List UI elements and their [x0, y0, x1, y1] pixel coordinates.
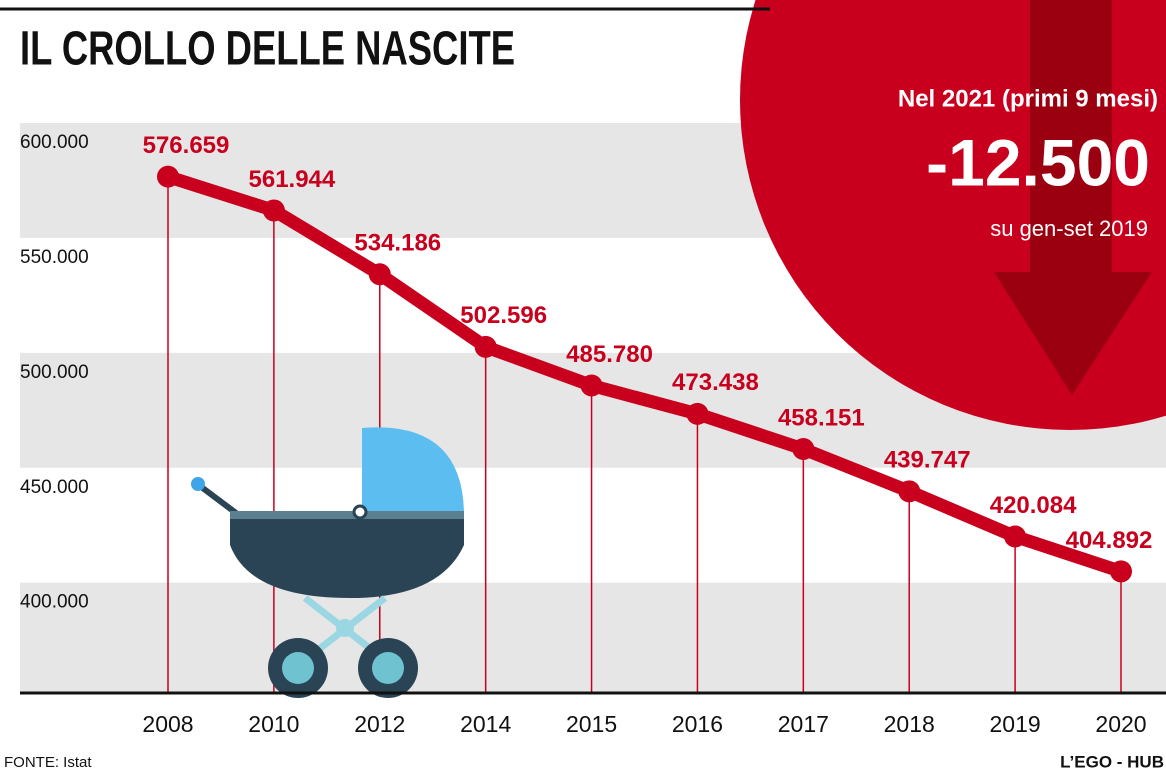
data-line: [161, 170, 1128, 578]
value-label: 439.747: [884, 447, 971, 474]
value-label: 420.084: [990, 492, 1077, 519]
down-arrow: [994, 0, 1152, 395]
x-tick-label: 2016: [672, 711, 723, 737]
data-point: [898, 480, 921, 503]
x-tick-label: 2020: [1095, 711, 1146, 737]
x-tick-label: 2014: [460, 711, 511, 737]
value-label: 473.438: [672, 369, 759, 396]
y-tick-label: 600.000: [20, 132, 89, 153]
annotation: su gen-set 2019: [990, 216, 1148, 241]
x-tick-label: 2008: [142, 711, 193, 737]
x-tick-label: 2010: [248, 711, 299, 737]
data-point: [157, 165, 179, 188]
chart-title: IL CROLLO DELLE NASCITE: [20, 23, 515, 76]
x-tick-label: 2019: [990, 711, 1041, 737]
data-point: [1110, 560, 1132, 583]
stroller-wheel-hub: [282, 652, 314, 684]
data-point: [368, 263, 391, 286]
data-point: [686, 402, 709, 425]
x-tick-label: 2012: [354, 711, 405, 737]
credit: L’EGO - HUB: [1060, 752, 1164, 771]
value-label: 404.892: [1066, 527, 1153, 554]
x-tick-label: 2015: [566, 711, 617, 737]
stroller-knob: [191, 477, 205, 491]
data-point: [262, 199, 285, 222]
x-tick-label: 2017: [778, 711, 829, 737]
y-tick-label: 400.000: [20, 592, 89, 613]
y-tick-label: 550.000: [20, 247, 89, 268]
value-label: 576.659: [143, 132, 230, 159]
y-tick-label: 450.000: [20, 477, 89, 498]
x-tick-label: 2018: [884, 711, 935, 737]
data-point: [792, 438, 815, 461]
stroller-hood: [362, 427, 464, 516]
value-label: 561.944: [249, 166, 336, 193]
value-label: 458.151: [778, 404, 865, 431]
stroller-rim: [230, 511, 464, 519]
stroller-wheel-hub: [372, 652, 404, 684]
y-tick-label: 500.000: [20, 362, 89, 383]
stroller-joint: [352, 504, 368, 520]
stroller: [191, 427, 464, 698]
source: FONTE: Istat: [4, 754, 92, 771]
plot: 400.000 450.000 500.000 550.000 600.000 576.6…: [20, 132, 1152, 737]
stroller-hub: [336, 619, 354, 637]
value-label: 485.780: [566, 341, 653, 368]
data-point: [474, 335, 497, 358]
data-point: [1004, 525, 1027, 548]
annotation-number: -12.500: [926, 125, 1150, 199]
value-label: 534.186: [354, 230, 441, 257]
value-label: 502.596: [460, 302, 547, 329]
data-point: [580, 374, 603, 397]
annotation: Nel 2021 (primi 9 mesi): [898, 85, 1158, 112]
stroller-body: [230, 516, 464, 598]
grid-band: [20, 582, 1166, 693]
